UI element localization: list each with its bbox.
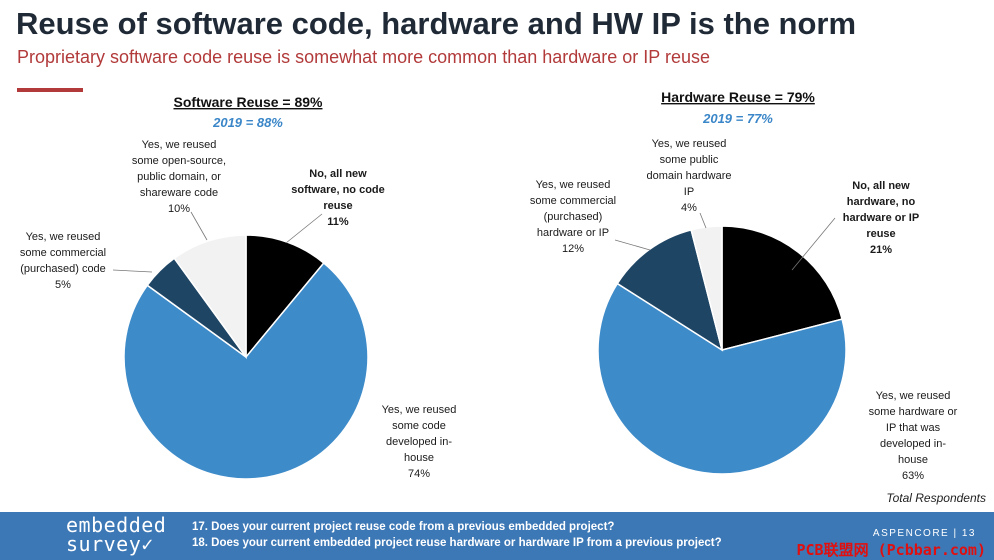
pie-0-label-2: Yes, we reused some commercial (purchased)… (20, 231, 106, 291)
logo-line-1: embedded (66, 513, 167, 537)
title-underline (17, 88, 83, 92)
pie-1-slice-0 (721, 225, 844, 351)
pie-1-label-1: Yes, we reused some hardware or IP that wa… (869, 390, 958, 482)
pie-0-slice-3 (173, 234, 247, 360)
pie-0-slice-1 (123, 261, 369, 480)
pie-0-leader-3 (190, 211, 208, 241)
question-18: 18. Does your current embedded project r… (192, 537, 722, 549)
pie-1-leader-2 (614, 239, 651, 251)
pie-1-leader-3 (699, 212, 707, 229)
pie-0-label-0: No, all new software, no code reuse 11% (291, 168, 385, 228)
pie-0-label-3: Yes, we reused some open-source, public do… (132, 139, 226, 215)
page-title: Reuse of software code, hardware and HW … (16, 6, 857, 41)
software-chart-subtitle: 2019 = 88% (212, 115, 283, 130)
hardware-chart-title: Hardware Reuse = 79% (661, 89, 815, 105)
question-17: 17. Does your current project reuse code… (192, 521, 615, 533)
hardware-chart-subtitle: 2019 = 77% (702, 111, 773, 126)
logo-line-2: survey✓ (66, 532, 154, 556)
pie-0-leader-2 (112, 269, 153, 273)
pie-charts: Software Reuse = 89% 2019 = 88% No, all … (20, 89, 958, 482)
page-subtitle: Proprietary software code reuse is somew… (17, 47, 710, 67)
software-reuse-chart: Software Reuse = 89% 2019 = 88% No, all … (20, 94, 457, 480)
pie-1-label-0: No, all new hardware, no hardware or IP reu… (843, 180, 919, 256)
pie-1-slice-3 (690, 225, 723, 351)
pie-1-label-2: Yes, we reused some commercial (purchased)… (530, 179, 616, 255)
pie-1-label-3: Yes, we reused some public domain hardware… (647, 138, 732, 214)
software-chart-title: Software Reuse = 89% (173, 94, 323, 110)
embedded-survey-logo: embedded survey✓ (66, 513, 167, 556)
footer-bar: embedded survey✓ 17. Does your current p… (0, 512, 994, 560)
pie-1-leader-0 (791, 217, 836, 271)
total-respondents-note: Total Respondents (886, 491, 986, 505)
watermark: PCB联盟网 (Pcbbar.com) (796, 541, 987, 559)
pie-0-leader-0 (285, 213, 323, 244)
aspencore-page-number: ASPENCORE | 13 (872, 528, 976, 539)
hardware-reuse-chart: Hardware Reuse = 79% 2019 = 77% No, all … (530, 89, 958, 482)
pie-0-label-1: Yes, we reused some code developed in-hous… (382, 404, 457, 480)
pie-1-slice-1 (597, 282, 847, 475)
